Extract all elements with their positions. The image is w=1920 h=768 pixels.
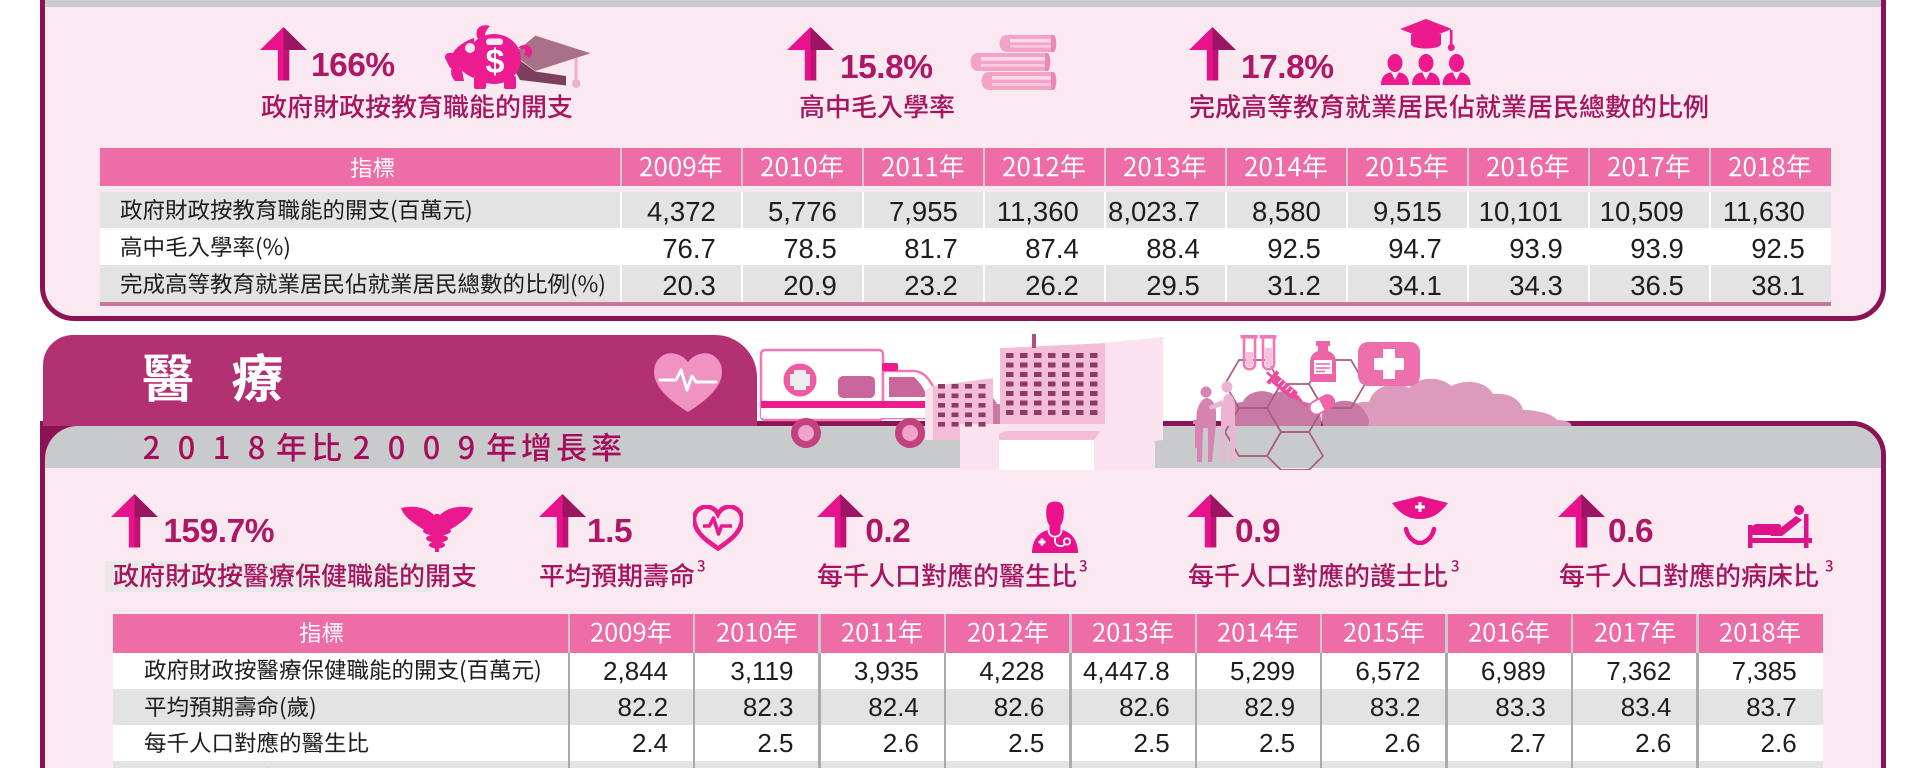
- svg-text:$: $: [486, 43, 505, 81]
